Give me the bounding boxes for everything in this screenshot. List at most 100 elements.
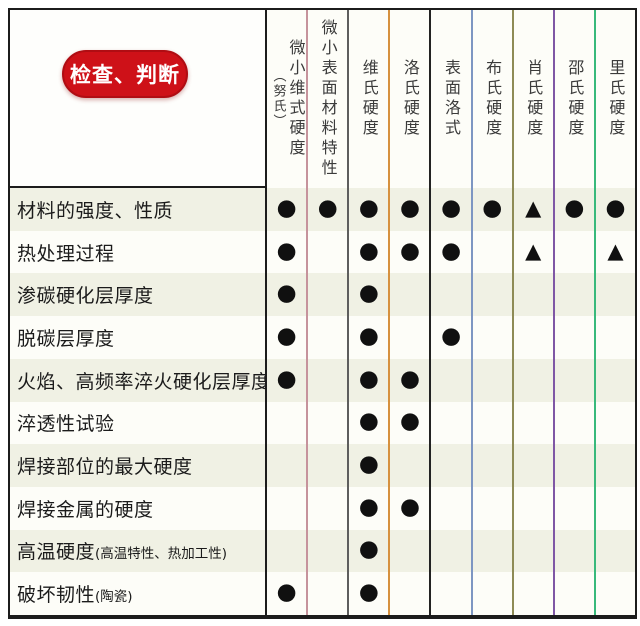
mark-cell — [431, 358, 471, 402]
mark-cell: ● — [390, 188, 430, 231]
column-header-main: 肖氏硬度 — [524, 59, 544, 139]
row-label: 火焰、高频率淬火硬化层厚度 — [10, 358, 265, 402]
hardness-methods-table: 检查、判断 材料的强度、性质 热处理过程 渗碳硬化层厚度 脱碳层厚度 火焰、高频率淬火硬… — [8, 8, 637, 619]
method-column: 表面洛式 ● ● ● — [431, 10, 473, 616]
mark-cell — [472, 230, 512, 274]
mark-cell — [308, 316, 348, 359]
column-header-main: 洛氏硬度 — [400, 59, 420, 139]
mark-cell — [267, 401, 307, 445]
dot-mark: ● — [276, 579, 297, 606]
mark-cell — [431, 486, 471, 530]
mark-cell — [513, 401, 553, 445]
dot-mark: ● — [440, 194, 462, 221]
column-header-main: 微小维式硬度 — [286, 39, 306, 159]
dot-mark: ● — [399, 237, 420, 264]
mark-cell: ● — [267, 358, 307, 402]
row-label-text: 焊接部位的最大硬度 — [17, 456, 193, 479]
mark-cell — [472, 273, 512, 317]
column-header: 维氏硬度 — [349, 10, 389, 188]
mark-cell: ▲ — [513, 188, 553, 231]
row-label: 脱碳层厚度 — [10, 316, 265, 359]
column-header: 表面洛式 — [431, 10, 471, 188]
mark-cell: ● — [349, 401, 389, 445]
mark-cell: ● — [349, 529, 389, 573]
row-label: 高温硬度 (高温特性、热加工性) — [10, 529, 265, 573]
dot-mark: ● — [317, 194, 338, 221]
row-label-text: 脱碳层厚度 — [17, 327, 115, 350]
row-label: 焊接部位的最大硬度 — [10, 444, 265, 487]
column-header-main: 布氏硬度 — [483, 59, 503, 139]
mark-cell — [267, 444, 307, 487]
dot-mark: ● — [358, 579, 379, 606]
dot-mark: ● — [605, 194, 626, 221]
column-header-main: 表面洛式 — [441, 59, 461, 139]
method-column: 里氏硬度 ● ▲ — [595, 10, 635, 616]
row-label-text: 火焰、高频率淬火硬化层厚度 — [17, 370, 265, 393]
mark-cell — [431, 572, 471, 616]
column-header-text: 里氏硬度 — [606, 59, 625, 139]
mark-cell — [431, 273, 471, 317]
mark-cell — [431, 401, 471, 445]
mark-cell: ▲ — [513, 230, 553, 274]
row-label-text: 渗碳硬化层厚度 — [17, 285, 154, 308]
row-label-text: 高温硬度 — [17, 541, 96, 564]
triangle-mark: ▲ — [525, 195, 542, 220]
mark-cell — [431, 444, 471, 487]
mark-cell — [390, 316, 430, 359]
column-header: 微小表面材料特性 — [308, 10, 348, 188]
method-column: 肖氏硬度 ▲ ▲ — [513, 10, 555, 616]
method-column: 微小维式硬度 （努氏） ● ● ● ● ● ● — [267, 10, 309, 616]
mark-cell: ● — [390, 358, 430, 402]
row-label: 破坏韧性 (陶瓷) — [10, 572, 265, 616]
dot-mark: ● — [440, 322, 462, 349]
mark-cell — [513, 358, 553, 402]
column-header: 邵氏硬度 — [554, 10, 594, 188]
mark-cell — [431, 529, 471, 573]
mark-cell — [554, 401, 594, 445]
row-label-text: 破坏韧性 — [17, 584, 96, 607]
dot-mark: ● — [399, 194, 420, 221]
triangle-mark: ▲ — [607, 238, 624, 263]
row-label: 淬透性试验 — [10, 401, 265, 445]
dot-mark: ● — [358, 280, 379, 307]
mark-cell — [513, 316, 553, 359]
mark-cell — [308, 230, 348, 274]
method-column: 洛氏硬度 ● ● ● ● ● — [390, 10, 432, 616]
triangle-mark: ▲ — [525, 238, 542, 263]
mark-cell — [513, 486, 553, 530]
dot-mark: ● — [276, 322, 297, 349]
mark-cell — [513, 273, 553, 317]
mark-cell — [595, 486, 635, 530]
mark-cell: ● — [308, 188, 348, 231]
corner-header-cell: 检查、判断 — [10, 10, 265, 188]
mark-cell: ● — [390, 401, 430, 445]
mark-cell — [595, 529, 635, 573]
mark-cell — [267, 486, 307, 530]
column-header-main: 维氏硬度 — [359, 59, 379, 139]
dot-mark: ● — [399, 493, 420, 520]
dot-mark: ● — [276, 280, 297, 307]
column-header: 里氏硬度 — [595, 10, 635, 188]
dot-mark: ● — [399, 408, 420, 435]
row-label-text: 淬透性试验 — [17, 413, 115, 436]
mark-cell — [308, 529, 348, 573]
mark-cell — [267, 529, 307, 573]
dot-mark: ● — [564, 194, 585, 221]
mark-cell — [308, 572, 348, 616]
mark-cell — [308, 401, 348, 445]
row-label-text: 热处理过程 — [17, 242, 115, 265]
mark-cell — [513, 444, 553, 487]
row-label: 渗碳硬化层厚度 — [10, 273, 265, 317]
column-header-sub: （努氏） — [270, 69, 286, 129]
column-header-text: 维氏硬度 — [359, 59, 379, 139]
mark-cell: ● — [349, 230, 389, 274]
mark-cell: ● — [267, 273, 307, 317]
mark-cell — [595, 444, 635, 487]
mark-cell — [472, 529, 512, 573]
column-header-text: 肖氏硬度 — [524, 59, 544, 139]
mark-cell — [595, 358, 635, 402]
mark-cell: ● — [349, 316, 389, 359]
mark-cell: ● — [349, 572, 389, 616]
row-label: 热处理过程 — [10, 230, 265, 274]
